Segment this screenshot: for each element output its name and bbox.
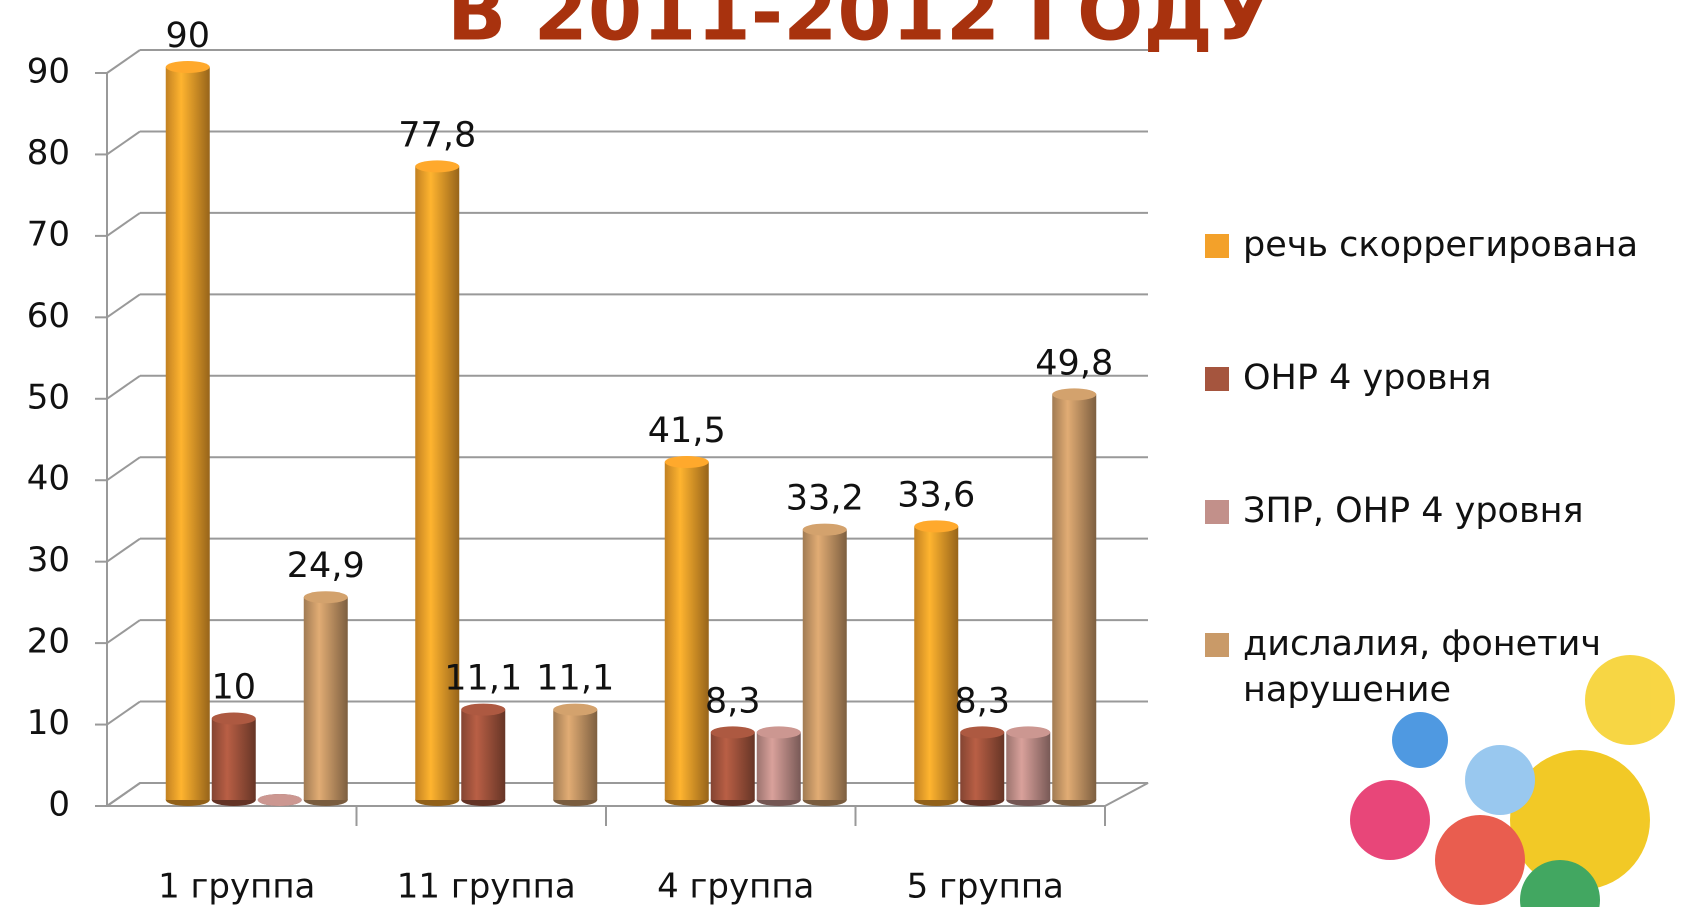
grid-line — [106, 456, 141, 482]
data-label: 11,1 — [444, 659, 522, 699]
grid-line — [106, 700, 141, 726]
x-tick-label: 11 группа — [397, 867, 576, 907]
bar — [461, 703, 506, 806]
legend-swatch — [1205, 367, 1229, 391]
bar — [165, 61, 210, 806]
bar — [960, 726, 1005, 806]
bar — [756, 726, 801, 806]
data-label: 90 — [165, 16, 210, 56]
y-tick-label: 20 — [27, 622, 70, 662]
y-tick-label: 40 — [27, 459, 70, 499]
bar — [802, 523, 847, 806]
bar — [257, 794, 302, 806]
legend-item: ЗПР, ОНР 4 уровня — [1205, 488, 1675, 621]
x-tick-label: 5 группа — [907, 867, 1064, 907]
data-label: 8,3 — [705, 681, 761, 721]
bar — [1006, 726, 1051, 806]
legend-label: ЗПР, ОНР 4 уровня — [1243, 491, 1584, 531]
x-tick-label: 1 группа — [158, 867, 315, 907]
legend-label: речь скоррегирована — [1243, 225, 1639, 265]
bar — [553, 703, 598, 806]
legend-label: ОНР 4 уровня — [1243, 358, 1492, 398]
grid-line — [106, 537, 141, 563]
grid-line — [106, 374, 141, 400]
data-label: 33,6 — [897, 475, 975, 515]
grid-line — [106, 49, 141, 74]
grid-line — [106, 619, 141, 644]
bar — [710, 726, 755, 806]
chart-title: В 2011-2012 ГОДУ — [447, 0, 1273, 58]
legend-swatch — [1205, 500, 1229, 524]
bar — [211, 712, 256, 806]
data-label: 41,5 — [648, 411, 726, 451]
grid-line — [106, 130, 141, 156]
bar — [914, 520, 959, 806]
y-tick-label: 70 — [27, 214, 70, 254]
grid-line — [106, 293, 141, 319]
legend: речь скоррегирована ОНР 4 уровня ЗПР, ОНР … — [1205, 222, 1675, 754]
y-tick-label: 50 — [27, 377, 70, 417]
data-label: 11,1 — [536, 659, 614, 699]
grid-line — [106, 212, 141, 237]
legend-swatch — [1205, 234, 1229, 258]
data-label: 10 — [211, 668, 256, 708]
y-tick-label: 80 — [27, 133, 70, 173]
x-tick-label: 4 группа — [657, 867, 814, 907]
data-label: 49,8 — [1035, 343, 1113, 383]
legend-item: речь скоррегирована — [1205, 222, 1675, 355]
y-tick-label: 0 — [48, 785, 70, 825]
bar — [1052, 388, 1097, 806]
legend-item: ОНР 4 уровня — [1205, 355, 1675, 488]
bar — [415, 160, 460, 806]
decoration — [1350, 655, 1675, 907]
legend-label: дислалия, фонетич нарушение — [1243, 624, 1601, 710]
data-label: 77,8 — [398, 115, 476, 155]
y-tick-label: 60 — [27, 296, 70, 336]
data-label: 33,2 — [786, 479, 864, 519]
y-tick-label: 90 — [27, 52, 70, 92]
bar — [664, 456, 709, 806]
y-tick-label: 30 — [27, 540, 70, 580]
bar — [303, 591, 348, 806]
data-label: 24,9 — [287, 546, 365, 586]
y-tick-label: 10 — [27, 703, 70, 743]
legend-swatch — [1205, 633, 1229, 657]
grid-line — [106, 782, 141, 807]
legend-item: дислалия, фонетич нарушение — [1205, 621, 1675, 754]
data-label: 8,3 — [954, 681, 1010, 721]
